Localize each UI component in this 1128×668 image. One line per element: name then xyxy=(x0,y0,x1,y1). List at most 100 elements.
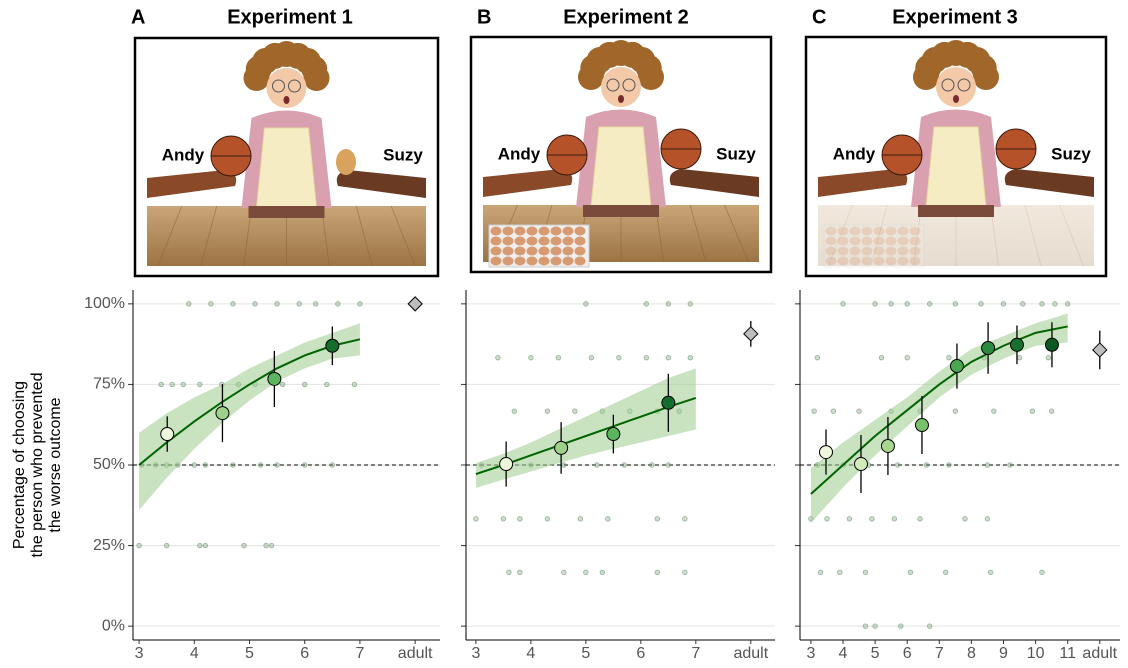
raw-point xyxy=(991,408,997,414)
table-plank xyxy=(1059,204,1084,267)
x-tick-label: 10 xyxy=(1027,645,1045,662)
raw-point xyxy=(583,569,589,576)
image-frame xyxy=(469,35,773,274)
raw-point xyxy=(302,462,308,468)
raw-point xyxy=(357,301,363,307)
mean-point xyxy=(325,338,340,353)
raw-point xyxy=(473,516,479,522)
tray-egg xyxy=(514,246,526,256)
plot: 0% 25% 50% 75% 100% 3 4 5 6 7 adult xyxy=(84,290,440,662)
panel-letter: A xyxy=(131,6,145,28)
tray-egg xyxy=(538,226,550,236)
y-axis-label: Percentage of choosing the person who pr… xyxy=(11,372,64,557)
panel-title: Experiment 2 xyxy=(563,6,689,28)
skirt xyxy=(583,205,659,217)
raw-point xyxy=(837,569,843,576)
raw-point xyxy=(1039,569,1045,576)
raw-point xyxy=(335,301,341,307)
raw-point xyxy=(1020,301,1026,307)
raw-point xyxy=(907,569,914,576)
tray-egg xyxy=(873,256,885,266)
x-tick-label: 5 xyxy=(871,645,880,662)
x-tick-label: 7 xyxy=(355,645,364,662)
tray-egg xyxy=(514,256,526,266)
raw-point xyxy=(1029,408,1036,414)
tray-egg xyxy=(909,256,921,266)
raw-point xyxy=(894,462,901,468)
raw-point xyxy=(946,462,952,468)
raw-point xyxy=(872,301,878,307)
raw-point xyxy=(616,354,622,361)
x-tick-label: 3 xyxy=(806,645,815,662)
raw-point xyxy=(856,408,862,414)
tray-egg xyxy=(574,236,586,246)
raw-point xyxy=(163,542,170,549)
name-label: Suzy xyxy=(1051,144,1091,163)
mean-point xyxy=(1009,337,1024,352)
y-label-line: the worse outcome xyxy=(47,397,64,532)
confidence-band xyxy=(475,368,696,488)
x-tick-label: 6 xyxy=(300,645,309,662)
tray-egg xyxy=(825,226,837,236)
x-tick-label: 4 xyxy=(839,645,848,662)
raw-point xyxy=(594,462,600,468)
raw-point xyxy=(605,516,611,522)
raw-point xyxy=(1007,462,1013,468)
raw-point xyxy=(1016,354,1023,361)
name-label: Andy xyxy=(833,144,876,163)
tray-egg xyxy=(897,256,909,266)
illustration: Andy Suzy xyxy=(804,35,1108,278)
raw-point xyxy=(665,354,672,361)
mean-point xyxy=(215,406,230,421)
x-tick-label: 5 xyxy=(581,645,590,662)
raw-point xyxy=(984,516,991,522)
tray-egg xyxy=(849,246,861,256)
name-label: Suzy xyxy=(383,145,423,164)
raw-point xyxy=(506,569,512,576)
x-tick-label: 5 xyxy=(245,645,254,662)
mean-point xyxy=(981,341,996,356)
apron xyxy=(925,126,987,208)
x-tick-label: 6 xyxy=(903,645,912,662)
raw-point xyxy=(1000,301,1007,307)
raw-point xyxy=(197,381,203,388)
name-label: Suzy xyxy=(716,144,756,163)
raw-point xyxy=(268,542,275,549)
raw-point xyxy=(830,408,837,414)
y-tick-label: 75% xyxy=(93,376,125,393)
x-tick-label: 3 xyxy=(135,645,144,662)
raw-point xyxy=(544,516,551,522)
face xyxy=(601,67,641,107)
tray-egg xyxy=(490,246,502,256)
raw-point xyxy=(599,569,606,576)
raw-point xyxy=(544,408,551,414)
table-plank xyxy=(157,205,183,267)
tray-egg xyxy=(837,236,849,246)
x-tick-label: 4 xyxy=(190,645,199,662)
hair xyxy=(973,64,999,90)
x-tick-label: 7 xyxy=(935,645,944,662)
x-tick-label: 6 xyxy=(636,645,645,662)
plot: 3 4 5 6 7 8 9 10 11 adult xyxy=(795,290,1120,662)
tray-egg xyxy=(897,236,909,246)
raw-point xyxy=(302,381,308,388)
egg-tray xyxy=(823,224,925,268)
raw-point xyxy=(257,462,264,468)
y-tick-label: 25% xyxy=(93,537,125,554)
tray-egg xyxy=(550,246,562,256)
raw-point xyxy=(814,354,821,361)
raw-point xyxy=(577,516,584,522)
tray-egg xyxy=(849,226,861,236)
tray-egg xyxy=(897,246,909,256)
x-tick-label: 3 xyxy=(471,645,480,662)
raw-point xyxy=(923,462,930,468)
left-arm xyxy=(483,169,573,197)
panel-letter: B xyxy=(477,6,491,28)
raw-point xyxy=(1052,301,1058,307)
glasses xyxy=(272,79,285,93)
tray-egg xyxy=(909,246,921,256)
glasses xyxy=(606,78,620,92)
x-tick-label: adult xyxy=(398,645,433,662)
tray-egg xyxy=(849,236,861,246)
raw-point xyxy=(351,381,358,388)
